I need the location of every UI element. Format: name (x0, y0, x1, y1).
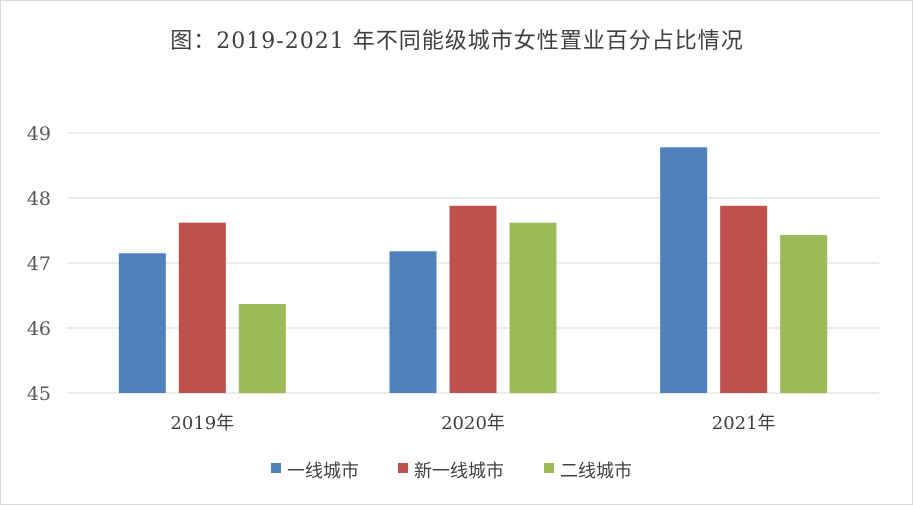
bar-3-3 (780, 235, 828, 393)
y-tick-label: 46 (27, 318, 51, 340)
x-tick-label: 2020年 (441, 413, 505, 434)
legend-swatch (271, 463, 281, 473)
legend-swatch (544, 463, 554, 473)
y-tick-label: 49 (27, 123, 51, 145)
bars (118, 147, 828, 393)
bar-1-3 (660, 147, 708, 393)
y-tick-label: 48 (27, 188, 51, 210)
chart-title: 图：2019-2021 年不同能级城市女性置业百分占比情况 (170, 29, 743, 54)
bar-2-1 (178, 222, 226, 393)
legend-label: 新一线城市 (414, 461, 504, 482)
bar-2-2 (449, 205, 497, 393)
bar-3-2 (509, 222, 557, 393)
y-tick-label: 47 (27, 253, 51, 275)
bar-1-1 (118, 253, 166, 393)
x-axis-ticks: 2019年 2020年 2021年 (170, 413, 775, 434)
bar-3-1 (238, 303, 286, 393)
legend-label: 一线城市 (287, 461, 359, 482)
bar-2-3 (720, 205, 768, 393)
x-tick-label: 2019年 (170, 413, 234, 434)
y-axis-ticks: 45 46 47 48 49 (27, 123, 51, 405)
legend-label: 二线城市 (560, 461, 632, 482)
bar-1-2 (389, 251, 437, 393)
legend: 一线城市 新一线城市 二线城市 (271, 461, 632, 482)
y-tick-label: 45 (27, 383, 51, 405)
legend-swatch (398, 463, 408, 473)
x-tick-label: 2021年 (712, 413, 776, 434)
